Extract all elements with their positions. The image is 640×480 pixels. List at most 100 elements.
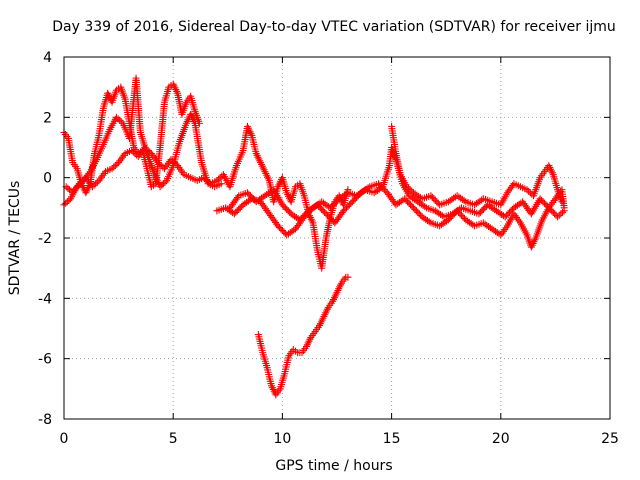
data-point [409,204,417,212]
data-point [525,187,533,195]
data-point [554,213,562,221]
data-point [142,145,150,153]
data-point [215,175,223,183]
data-point [230,210,238,218]
data-point [430,195,438,203]
data-point [90,181,98,189]
x-tick-labels: 0 5 10 15 20 25 [60,431,619,447]
data-point [64,184,72,192]
data-point [459,213,467,221]
data-point [213,177,221,185]
data-point [325,213,333,221]
data-point [405,199,413,207]
data-point [315,202,323,210]
data-point [79,177,87,185]
data-point [249,195,257,203]
y-tick-label: -6 [38,352,52,368]
data-point [446,214,454,222]
data-point [347,199,355,207]
data-point [283,205,291,213]
data-point [144,147,152,155]
data-point [217,180,225,188]
data-point [407,201,415,209]
data-point [332,198,340,206]
x-tick-label: 0 [60,431,69,447]
data-point [457,211,465,219]
series-track-f [388,122,566,209]
data-point [479,205,487,213]
data-point [374,180,382,188]
x-tick-label: 10 [273,431,291,447]
data-point [158,181,166,189]
data-point [340,207,348,215]
data-point [156,160,164,168]
data-point [348,198,356,206]
data-point [428,193,436,201]
data-point [290,226,298,234]
data-point [281,204,289,212]
data-point [401,195,409,203]
data-point [77,178,85,186]
series-track-e [226,180,568,251]
data-point [63,198,71,206]
data-point [523,186,531,194]
data-point [557,210,565,218]
data-point [110,163,118,171]
data-point [296,216,304,224]
data-point [555,211,563,219]
data-point [364,184,372,192]
data-point [200,174,208,182]
data-point [551,210,559,218]
data-point [447,213,455,221]
data-point [503,211,511,219]
data-point [169,157,177,165]
data-point [453,207,461,215]
data-point [475,210,483,218]
data-point [233,207,241,215]
y-axis-label: SDTVAR / TECUs [7,181,23,296]
data-point [248,193,256,201]
y-tick-label: 4 [43,50,52,66]
data-point [476,208,484,216]
data-point [201,175,209,183]
data-point [538,196,546,204]
data-point [542,201,550,209]
data-point [324,211,332,219]
data-point [526,189,534,197]
data-point [331,199,339,207]
data-point [405,184,413,192]
y-tick-label: -8 [38,412,52,428]
data-point [128,147,136,155]
data-point [129,148,137,156]
data-point [245,190,253,198]
data-point [154,159,162,167]
data-point [406,186,414,194]
data-point [75,180,83,188]
data-point [302,210,310,218]
data-point [65,186,73,194]
data-point [351,195,359,203]
data-point [427,192,435,200]
x-axis-label: GPS time / hours [275,458,392,474]
data-point [456,210,464,218]
data-point [431,196,439,204]
y-tick-labels: -8 -6 -4 -2 0 2 4 [38,50,52,428]
data-point [350,196,358,204]
data-point [322,210,330,218]
data-point [161,178,169,186]
data-point [280,228,288,236]
data-point [62,199,70,207]
x-tick-label: 15 [383,431,401,447]
data-point [329,201,337,209]
data-point [415,210,423,218]
data-point [326,214,334,222]
data-point [425,218,433,226]
x-tick-label: 25 [601,431,619,447]
data-point [246,192,254,200]
data-point [321,208,329,216]
data-point [495,230,503,238]
y-tick-label: -4 [38,291,52,307]
data-point [112,113,120,121]
data-point [539,198,547,206]
